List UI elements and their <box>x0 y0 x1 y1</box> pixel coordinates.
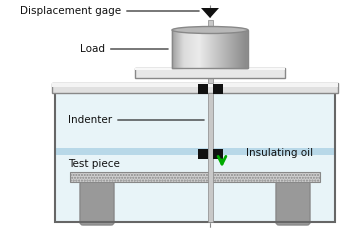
Text: Indenter: Indenter <box>68 115 204 125</box>
Text: Load: Load <box>80 44 168 54</box>
Bar <box>208 93 213 222</box>
Bar <box>52 83 338 93</box>
Bar <box>198 149 208 159</box>
Bar <box>198 84 208 94</box>
Text: Test piece: Test piece <box>68 159 120 169</box>
Text: Insulating oil: Insulating oil <box>246 148 313 158</box>
Text: Displacement gage: Displacement gage <box>20 6 199 16</box>
Ellipse shape <box>172 26 248 33</box>
Bar <box>172 30 248 68</box>
FancyBboxPatch shape <box>80 181 114 225</box>
Bar <box>135 68 285 78</box>
Bar <box>55 88 335 222</box>
FancyBboxPatch shape <box>276 181 310 225</box>
Bar <box>213 149 223 159</box>
Bar <box>213 84 223 94</box>
Bar <box>55 88 335 222</box>
Polygon shape <box>201 8 219 18</box>
Bar <box>135 68 285 70</box>
Bar <box>70 172 320 182</box>
Bar <box>52 83 338 87</box>
Bar <box>208 20 213 83</box>
Bar <box>55 148 335 155</box>
